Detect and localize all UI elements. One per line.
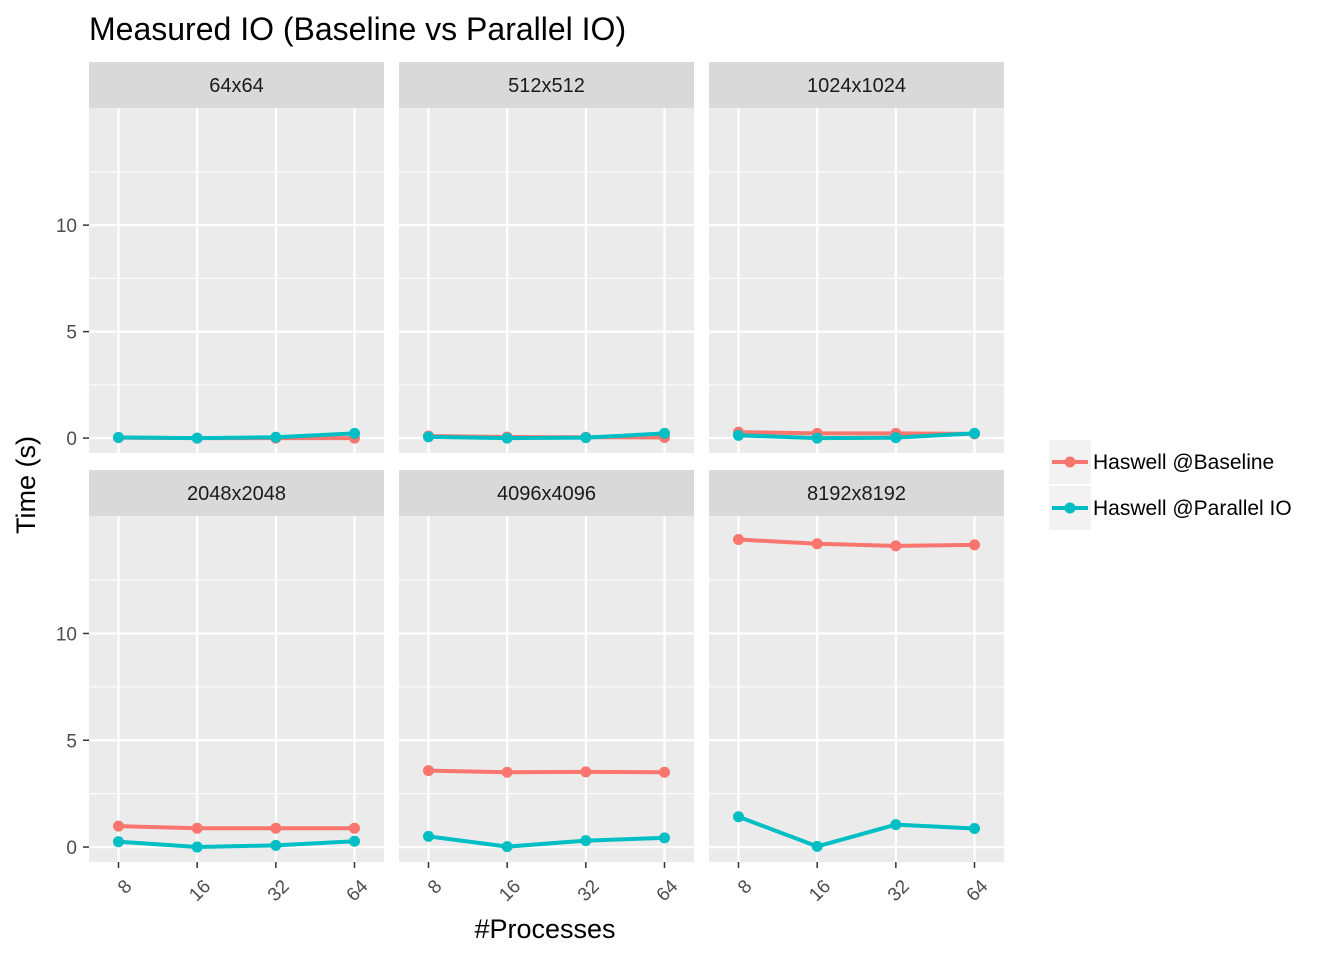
x-tick-label: 8	[734, 876, 756, 898]
data-point	[423, 431, 434, 443]
data-point	[191, 841, 203, 853]
data-point	[969, 427, 980, 439]
y-tick-label: 10	[56, 624, 77, 645]
y-tick-label: 5	[66, 323, 77, 344]
data-point	[349, 427, 360, 439]
x-tick-label: 64	[343, 876, 373, 906]
series-line	[118, 431, 355, 441]
data-point	[580, 432, 592, 444]
data-point	[659, 427, 670, 439]
data-point	[270, 822, 282, 834]
legend-key-point	[1064, 456, 1076, 468]
data-point	[501, 841, 513, 853]
series-line	[737, 814, 975, 849]
series-line	[428, 431, 665, 441]
panel-background	[89, 108, 384, 453]
data-point	[423, 765, 434, 777]
data-point	[113, 836, 124, 848]
facet-strip-label: 1024x1024	[807, 75, 906, 97]
legend-key-point	[1064, 502, 1076, 514]
data-point	[580, 766, 592, 778]
data-point	[113, 431, 124, 443]
panel-background	[399, 516, 694, 862]
data-point	[890, 432, 902, 444]
panel-background	[399, 108, 694, 453]
data-point	[423, 830, 434, 842]
facet-strip-label: 2048x2048	[187, 483, 286, 505]
data-point	[113, 820, 124, 832]
facet-strip	[89, 62, 384, 108]
data-point	[733, 429, 744, 441]
data-point	[733, 533, 744, 545]
data-point	[811, 840, 823, 852]
data-point	[580, 835, 592, 847]
facet-panel: 2048x2048 0 5 10 8 16 32 64	[56, 470, 384, 906]
series-line	[738, 537, 975, 548]
facet-panel: 512x512	[399, 62, 694, 453]
data-point	[733, 811, 744, 823]
facet-panel: 8192x8192 8 16 32 64	[709, 470, 1004, 906]
facet-strip-label: 4096x4096	[497, 483, 596, 505]
series-line	[428, 768, 665, 775]
panel-background	[89, 516, 384, 862]
x-tick-label: 64	[963, 876, 993, 906]
data-point	[191, 822, 203, 834]
y-tick-label: 10	[56, 216, 77, 237]
facet-strip	[709, 470, 1004, 516]
x-tick-label: 16	[805, 876, 835, 906]
panel-background	[709, 108, 1004, 453]
y-tick-label: 0	[66, 838, 77, 859]
data-point	[501, 432, 513, 444]
series-line	[118, 839, 355, 850]
facet-strip	[709, 62, 1004, 108]
x-tick-label: 8	[114, 876, 136, 898]
data-point	[270, 839, 282, 851]
x-tick-label: 16	[185, 876, 215, 906]
y-axis-title: Time (s)	[11, 436, 41, 534]
legend: Haswell @Baseline Haswell @Parallel IO	[1049, 440, 1292, 530]
facet-strip	[89, 470, 384, 516]
data-point	[349, 822, 360, 834]
facet-strip-label: 8192x8192	[807, 483, 906, 505]
facet-strip	[399, 470, 694, 516]
data-point	[270, 431, 282, 443]
series-line	[428, 834, 665, 849]
x-tick-label: 16	[495, 876, 525, 906]
facet-strip	[399, 62, 694, 108]
data-point	[191, 432, 203, 444]
data-point	[890, 540, 902, 552]
y-tick-label: 0	[66, 429, 77, 450]
data-point	[501, 766, 513, 778]
facet-strip-label: 512x512	[508, 75, 585, 97]
x-tick-label: 32	[574, 876, 604, 906]
x-tick-label: 32	[264, 876, 294, 906]
data-point	[890, 819, 902, 831]
panel-background	[709, 516, 1004, 862]
facet-panel: 1024x1024	[709, 62, 1004, 453]
data-point	[969, 539, 980, 551]
facet-strip-label: 64x64	[209, 75, 264, 97]
data-point	[659, 766, 670, 778]
data-point	[349, 835, 360, 847]
data-point	[811, 432, 823, 444]
x-axis-title: #Processes	[474, 914, 615, 944]
legend-label: Haswell @Baseline	[1093, 451, 1274, 474]
x-tick-label: 64	[653, 876, 683, 906]
data-point	[659, 832, 670, 844]
series-line	[118, 824, 355, 831]
series-line	[738, 431, 975, 441]
data-point	[969, 822, 980, 834]
x-tick-label: 32	[884, 876, 914, 906]
x-tick-label: 8	[424, 876, 446, 898]
facet-panel: 4096x4096 8 16 32 64	[399, 470, 694, 906]
facet-panel: 64x64 0 5 10	[56, 62, 384, 453]
data-point	[811, 538, 823, 550]
y-tick-label: 5	[66, 731, 77, 752]
chart-title: Measured IO (Baseline vs Parallel IO)	[89, 11, 626, 47]
legend-label: Haswell @Parallel IO	[1093, 497, 1292, 520]
